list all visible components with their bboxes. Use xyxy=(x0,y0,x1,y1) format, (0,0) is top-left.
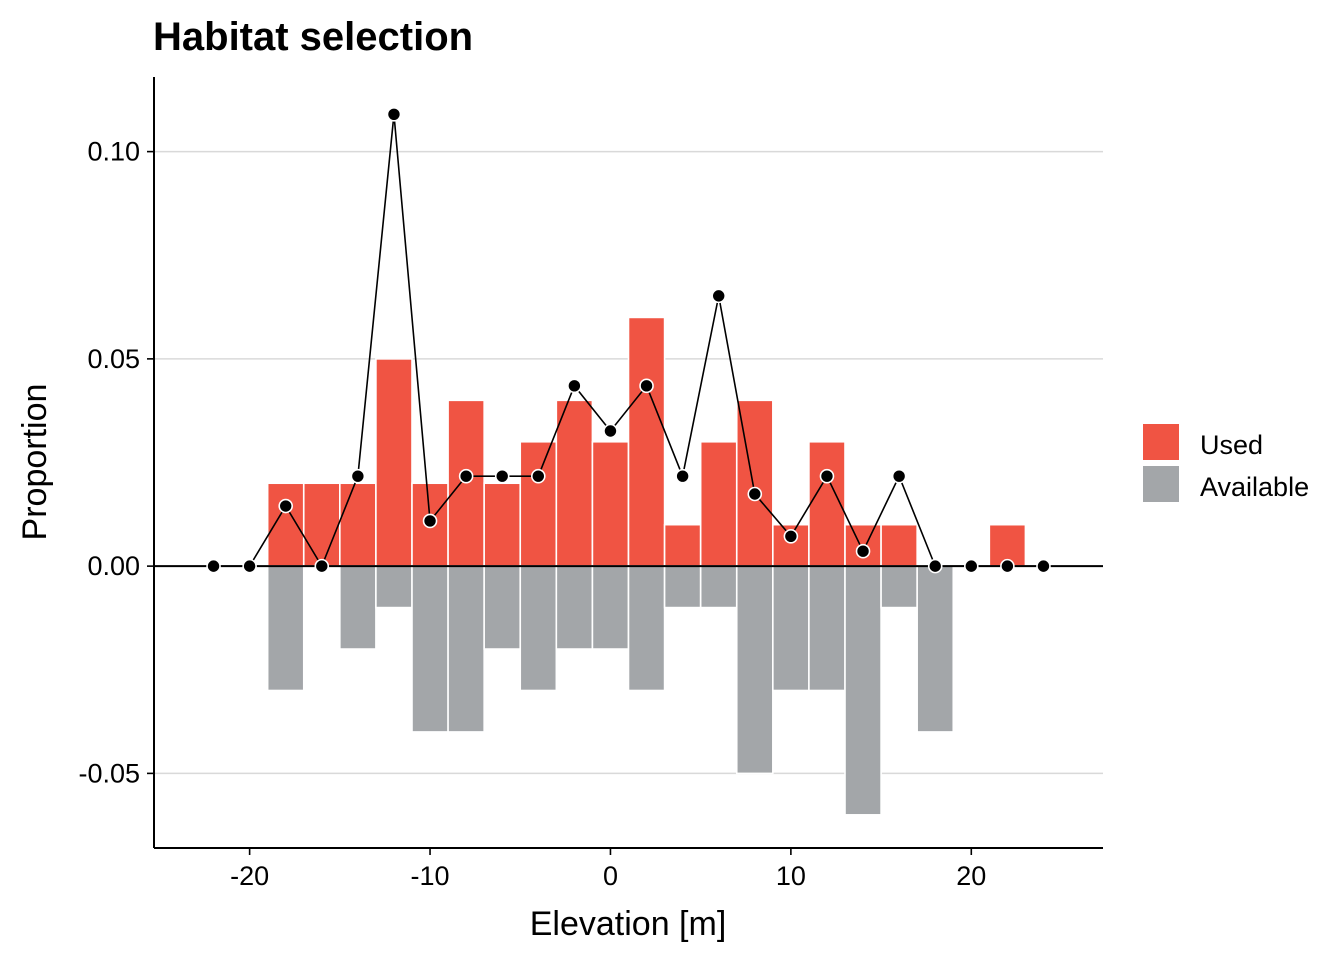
point-21 xyxy=(963,558,979,574)
y-tick-label-2: 0.05 xyxy=(87,344,140,374)
y-tick-label-0: -0.05 xyxy=(78,758,140,788)
bar-available-6 xyxy=(411,565,449,733)
point-6 xyxy=(422,513,438,529)
bar-available-2 xyxy=(266,565,305,692)
y-tick-label-1: 0.00 xyxy=(87,551,140,581)
bar-available-18 xyxy=(844,565,882,816)
point-4 xyxy=(350,468,366,484)
point-7 xyxy=(458,468,474,484)
selection-ratio-points xyxy=(206,107,1051,574)
x-axis-ticks: -20 -10 0 10 20 xyxy=(230,848,986,891)
bar-used-3 xyxy=(302,482,341,567)
point-2 xyxy=(278,498,294,514)
bar-available-20 xyxy=(916,565,955,733)
bar-available-13 xyxy=(663,565,702,609)
point-20 xyxy=(927,558,943,574)
selection-ratio-line xyxy=(213,114,1044,568)
point-0 xyxy=(206,558,221,574)
bar-available-15 xyxy=(735,565,774,775)
legend-key-used xyxy=(1143,424,1179,460)
bar-used-10 xyxy=(555,399,594,567)
bar-available-12 xyxy=(627,565,666,692)
x-axis-title: Elevation [m] xyxy=(530,905,727,943)
bar-available-9 xyxy=(519,565,558,692)
point-8 xyxy=(494,468,510,484)
y-tick-label-3: 0.10 xyxy=(87,137,140,167)
x-tick-label-4: 20 xyxy=(956,861,986,891)
point-19 xyxy=(891,468,907,484)
y-axis-title: Proportion xyxy=(16,384,54,541)
bar-used-8 xyxy=(483,482,522,567)
bar-available-10 xyxy=(555,565,594,650)
x-tick-label-3: 10 xyxy=(776,861,806,891)
legend-label-available: Available xyxy=(1200,472,1309,502)
bar-used-2 xyxy=(266,482,305,567)
chart-title: Habitat selection xyxy=(153,15,473,59)
x-tick-label-0: -20 xyxy=(230,861,269,891)
bar-available-8 xyxy=(483,565,522,650)
bar-used-4 xyxy=(339,482,377,567)
point-22 xyxy=(1000,558,1015,574)
point-13 xyxy=(675,468,690,484)
bar-used-14 xyxy=(699,440,738,567)
y-axis-ticks: -0.05 0.00 0.05 0.10 xyxy=(78,137,154,788)
selection-ratio-polyline xyxy=(213,114,1044,568)
point-14 xyxy=(711,288,727,304)
bar-used-19 xyxy=(880,523,918,567)
legend: Used Available xyxy=(1143,424,1309,502)
point-17 xyxy=(819,468,835,484)
bar-available-14 xyxy=(699,565,738,609)
point-3 xyxy=(314,558,330,574)
point-5 xyxy=(386,107,402,122)
bar-used-12 xyxy=(627,316,666,567)
bar-available-11 xyxy=(591,565,630,650)
point-9 xyxy=(530,468,546,484)
point-1 xyxy=(242,558,257,574)
bar-used-5 xyxy=(375,358,413,567)
bar-used-13 xyxy=(663,523,702,567)
point-10 xyxy=(567,378,582,394)
bar-available-19 xyxy=(880,565,918,609)
bar-used-9 xyxy=(519,440,558,567)
bar-available-16 xyxy=(772,565,810,692)
bar-used-11 xyxy=(591,440,630,567)
legend-label-used: Used xyxy=(1200,430,1263,460)
bar-available-4 xyxy=(339,565,377,650)
point-12 xyxy=(639,378,654,394)
bar-available-5 xyxy=(375,565,413,609)
bar-used-17 xyxy=(808,440,846,567)
point-15 xyxy=(747,486,763,502)
bar-available-7 xyxy=(447,565,485,733)
x-tick-label-2: 0 xyxy=(603,861,618,891)
point-11 xyxy=(603,423,618,439)
bar-available-17 xyxy=(808,565,846,692)
x-tick-label-1: -10 xyxy=(411,861,450,891)
point-18 xyxy=(855,543,871,559)
legend-key-available xyxy=(1143,466,1179,502)
point-23 xyxy=(1036,558,1051,574)
point-16 xyxy=(783,528,799,544)
